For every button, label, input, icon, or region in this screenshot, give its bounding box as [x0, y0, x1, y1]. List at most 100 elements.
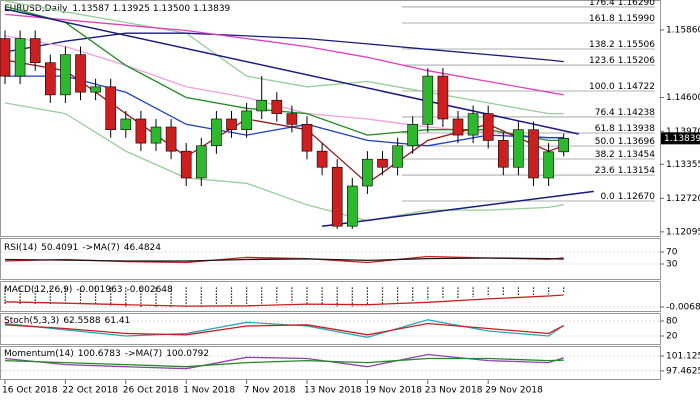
fib-label: 76.4 1.14238 [595, 107, 656, 117]
moving-average [4, 32, 564, 63]
series-value: 50.4091 [41, 243, 78, 253]
indicator-line [4, 319, 565, 338]
stoch-frame [0, 313, 661, 345]
indicator-line [4, 257, 564, 262]
candle-body [271, 99, 283, 114]
fib-label: 100.0 1.14722 [589, 81, 655, 91]
y-tick-label: 1.13970 [666, 127, 700, 137]
candle-body [135, 118, 147, 144]
panel-header: Stoch(5,3,3) 62.5588 61.41 [4, 316, 130, 326]
candle-body [196, 145, 207, 179]
candle-body [316, 150, 328, 168]
series-value: 62.5588 [63, 316, 100, 326]
moving-average [4, 0, 564, 115]
candle-body [120, 118, 132, 131]
fib-price: 1.15990 [618, 14, 655, 24]
low: 1.13500 [153, 4, 190, 14]
fib-price: 1.15206 [618, 56, 655, 66]
series-value: -0.002648 [127, 285, 173, 295]
fib-label: 23.6 1.13154 [595, 166, 656, 176]
main-frame [0, 0, 661, 237]
series-value: -0.001963 [76, 285, 122, 295]
candle-body [211, 118, 222, 147]
fib-ratio: 76.4 [595, 107, 615, 117]
y-tick-label: 80 [666, 317, 678, 327]
indicator-line [4, 294, 564, 307]
candle-body [0, 38, 11, 77]
x-tick-label: 7 Nov 2018 [244, 386, 296, 396]
fib-ratio: 23.6 [595, 166, 615, 176]
indicator-line [4, 357, 564, 368]
price-box-label: 1.13839 [664, 134, 700, 144]
y-tick-label: 101.1258 [666, 351, 700, 361]
candle-body [331, 166, 343, 227]
candle-body [362, 158, 373, 187]
candle-body [150, 126, 162, 144]
fib-price: 1.16290 [618, 0, 655, 7]
candle-body [14, 38, 26, 77]
x-tick-label: 16 Oct 2018 [2, 386, 58, 396]
fib-price: 1.15506 [618, 39, 655, 49]
x-tick-label: 19 Nov 2018 [364, 386, 422, 396]
open: 1.13587 [72, 4, 109, 14]
y-tick-label: 97.4625 [666, 366, 700, 376]
momentum-frame [0, 346, 661, 380]
y-tick-label: 1.12095 [666, 227, 700, 237]
panel-title: MACD(12,26,9) [4, 285, 72, 295]
fib-price: 1.14238 [618, 107, 655, 117]
fib-price: 1.13938 [618, 124, 655, 134]
candle-body [256, 99, 268, 112]
fib-label: 50.0 1.13696 [595, 137, 656, 147]
candle-body [105, 86, 116, 131]
candle-body [497, 140, 509, 168]
trendline [4, 8, 579, 135]
panel-header: RSI(14) 50.4091 ->MA(7) 46.4824 [4, 243, 161, 253]
fib-ratio: 176.4 [589, 0, 615, 7]
y-tick-label: 20 [666, 332, 678, 342]
candle-body [407, 124, 419, 147]
fib-ratio: 38.2 [595, 149, 615, 159]
candle-body [467, 113, 479, 136]
candle-body [44, 62, 56, 96]
candle-body [226, 118, 237, 131]
candle-body [452, 118, 464, 136]
high: 1.13925 [113, 4, 150, 14]
moving-average [4, 102, 564, 222]
series-value: 46.4824 [124, 243, 161, 253]
panel-header: MACD(12,26,9) -0.001963 -0.002648 [4, 285, 173, 295]
trendline [322, 190, 594, 227]
rsi-frame [0, 238, 661, 280]
y-tick-label: 1.15860 [666, 25, 700, 35]
series-name: ->MA(7) [125, 349, 162, 359]
fib-ratio: 61.8 [595, 124, 615, 134]
candle-body [422, 75, 434, 125]
price-box [661, 132, 700, 145]
fib-ratio: 138.2 [589, 39, 615, 49]
fib-label: 61.8 1.13938 [595, 124, 656, 134]
candle-body [543, 151, 554, 179]
candle-body [180, 150, 192, 179]
x-tick-label: 23 Nov 2018 [425, 386, 483, 396]
candle-body [241, 110, 252, 131]
panel-title: Stoch(5,3,3) [4, 316, 59, 326]
fib-price: 1.14722 [618, 81, 655, 91]
candle-body [377, 158, 388, 168]
y-tick-label: 1.12720 [666, 194, 700, 204]
fib-price: 1.12670 [618, 192, 655, 202]
main-header: EURUSD,Daily 1.13587 1.13925 1.13500 1.13839 [4, 4, 231, 14]
candle-body [528, 129, 539, 179]
symbol: EURUSD,Daily [4, 4, 68, 14]
panel-header: Momentum(14) 100.6783 ->MA(7) 100.0792 [4, 349, 209, 359]
candle-body [558, 138, 570, 153]
fib-label: 176.4 1.16290 [589, 0, 655, 7]
y-tick-label: 70 [666, 248, 678, 258]
y-tick-label: 1.13355 [666, 160, 700, 170]
fib-ratio: 161.8 [589, 14, 615, 24]
series-value: 100.0792 [166, 349, 209, 359]
close: 1.13839 [193, 4, 230, 14]
x-tick-label: 26 Oct 2018 [123, 386, 179, 396]
candle-body [513, 129, 524, 168]
candle-body [346, 185, 358, 227]
candle-body [437, 75, 449, 120]
